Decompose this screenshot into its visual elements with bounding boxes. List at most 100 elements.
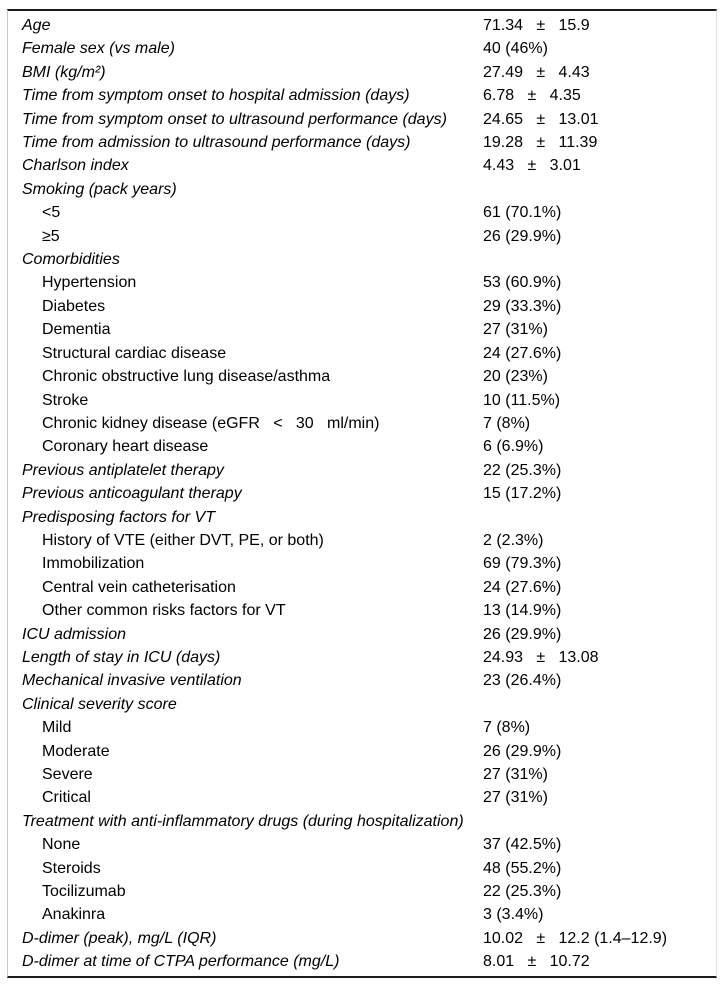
row-value: 27.49 ± 4.43 — [483, 63, 590, 81]
row-value — [483, 810, 716, 833]
row-value: 20 (23%) — [483, 368, 548, 386]
table-row: Stroke 10 (11.5%) — [8, 389, 716, 412]
row-value: 15 (17.2%) — [483, 485, 562, 503]
row-value: 26 (29.9%) — [483, 625, 562, 643]
row-value: 71.34 ± 15.9 — [483, 17, 590, 34]
table-row: None 37 (42.5%) — [8, 833, 716, 856]
row-value: 2 (2.3%) — [483, 531, 544, 549]
row-value: 23 (26.4%) — [483, 672, 562, 690]
table-row: Severe 27 (31%) — [8, 763, 716, 786]
table-row: Time from symptom onset to ultrasound pe… — [8, 108, 716, 131]
row-label: None — [42, 836, 81, 854]
table-row: Time from symptom onset to hospital admi… — [8, 84, 716, 107]
row-value: 27 (31%) — [483, 321, 548, 339]
row-value: 37 (42.5%) — [483, 836, 562, 854]
table-row: Charlson index 4.43 ± 3.01 — [8, 154, 716, 177]
table-row: Critical 27 (31%) — [8, 786, 716, 809]
row-label: Tocilizumab — [42, 883, 126, 901]
table-row: Tocilizumab 22 (25.3%) — [8, 880, 716, 903]
table-row: Smoking (pack years) — [8, 178, 716, 201]
row-label: Length of stay in ICU (days) — [22, 648, 221, 666]
table-row: D-dimer (peak), mg/L (IQR) 10.02 ± 12.2 (… — [8, 927, 716, 950]
row-label: Chronic obstructive lung disease/asthma — [42, 368, 331, 386]
row-value: 26 (29.9%) — [483, 742, 562, 760]
row-value: 69 (79.3%) — [483, 555, 562, 573]
table-row: Previous antiplatelet therapy 22 (25.3%) — [8, 459, 716, 482]
row-label: Time from admission to ultrasound perfor… — [22, 134, 411, 152]
row-value: 48 (55.2%) — [483, 859, 562, 877]
table-row: Clinical severity score — [8, 693, 716, 716]
table-row: Length of stay in ICU (days) 24.93 ± 13.0… — [8, 646, 716, 669]
table-row: Central vein catheterisation 24 (27.6%) — [8, 576, 716, 599]
characteristics-table: Age 71.34 ± 15.9 Female sex (vs male) 40 (4… — [7, 9, 717, 978]
table-row: Steroids 48 (55.2%) — [8, 857, 716, 880]
row-label: Central vein catheterisation — [42, 578, 236, 596]
row-value: 27 (31%) — [483, 789, 548, 807]
row-label: Anakinra — [42, 906, 106, 924]
table-row: Predisposing factors for VT — [8, 506, 716, 529]
row-value: 4.43 ± 3.01 — [483, 157, 581, 175]
row-value — [483, 178, 716, 201]
table-body: Age 71.34 ± 15.9 Female sex (vs male) 40 (4… — [8, 14, 716, 974]
row-value: 24 (27.6%) — [483, 578, 562, 596]
row-label: Coronary heart disease — [42, 438, 209, 456]
row-label: Stroke — [42, 391, 89, 409]
row-value: 6 (6.9%) — [483, 438, 544, 456]
row-label: Charlson index — [22, 157, 129, 175]
row-value — [483, 248, 716, 271]
row-value: 26 (29.9%) — [483, 227, 562, 245]
table-row: Hypertension 53 (60.9%) — [8, 271, 716, 294]
table-row: <5 61 (70.1%) — [8, 201, 716, 224]
row-label: Clinical severity score — [22, 695, 177, 713]
row-value: 61 (70.1%) — [483, 204, 562, 222]
table-row: D-dimer at time of CTPA performance (mg/… — [8, 950, 716, 973]
row-label: Chronic kidney disease (eGFR < 30 ml/min… — [42, 414, 380, 432]
row-label: Structural cardiac disease — [42, 344, 227, 362]
table-row: Female sex (vs male) 40 (46%) — [8, 37, 716, 60]
row-label: D-dimer (peak), mg/L (IQR) — [22, 929, 217, 947]
row-label: Female sex (vs male) — [22, 40, 175, 58]
table-row: ≥5 26 (29.9%) — [8, 225, 716, 248]
table-row: Anakinra 3 (3.4%) — [8, 903, 716, 926]
row-label: Age — [22, 17, 51, 34]
row-value: 3 (3.4%) — [483, 906, 544, 924]
row-value: 10 (11.5%) — [483, 391, 561, 409]
table-row: Previous anticoagulant therapy 15 (17.2%) — [8, 482, 716, 505]
row-label: Mild — [42, 719, 72, 737]
table-row: Structural cardiac disease 24 (27.6%) — [8, 342, 716, 365]
row-value: 53 (60.9%) — [483, 274, 562, 292]
row-label: ≥5 — [42, 227, 60, 245]
row-value: 6.78 ± 4.35 — [483, 87, 581, 105]
row-label: D-dimer at time of CTPA performance (mg/… — [22, 953, 340, 971]
row-label: Predisposing factors for VT — [22, 508, 215, 526]
row-label: Smoking (pack years) — [22, 180, 177, 198]
row-label: Mechanical invasive ventilation — [22, 672, 242, 690]
table-row: ICU admission 26 (29.9%) — [8, 623, 716, 646]
table-row: Diabetes 29 (33.3%) — [8, 295, 716, 318]
row-value: 29 (33.3%) — [483, 297, 562, 315]
row-value — [483, 506, 716, 529]
row-label: BMI (kg/m²) — [22, 63, 106, 81]
row-value: 24 (27.6%) — [483, 344, 562, 362]
row-value: 22 (25.3%) — [483, 883, 562, 901]
row-label: Treatment with anti-inflammatory drugs (… — [22, 812, 464, 830]
row-value: 7 (8%) — [483, 414, 531, 432]
row-label: ICU admission — [22, 625, 127, 643]
table-row: Chronic obstructive lung disease/asthma 2… — [8, 365, 716, 388]
table-row: Time from admission to ultrasound perfor… — [8, 131, 716, 154]
row-label: Dementia — [42, 321, 111, 339]
row-label: History of VTE (either DVT, PE, or both) — [42, 531, 324, 549]
row-value — [483, 693, 716, 716]
row-value: 10.02 ± 12.2 (1.4–12.9) — [483, 929, 668, 947]
row-value: 7 (8%) — [483, 719, 531, 737]
row-label: Moderate — [42, 742, 110, 760]
table-row: History of VTE (either DVT, PE, or both)… — [8, 529, 716, 552]
row-label: Steroids — [42, 859, 101, 877]
table-row: Dementia 27 (31%) — [8, 318, 716, 341]
table-row: BMI (kg/m²) 27.49 ± 4.43 — [8, 61, 716, 84]
table-row: Treatment with anti-inflammatory drugs (… — [8, 810, 716, 833]
row-value: 24.93 ± 13.08 — [483, 648, 599, 666]
row-label: Hypertension — [42, 274, 137, 292]
table-row: Mechanical invasive ventilation 23 (26.4%… — [8, 669, 716, 692]
row-value: 24.65 ± 13.01 — [483, 110, 599, 128]
